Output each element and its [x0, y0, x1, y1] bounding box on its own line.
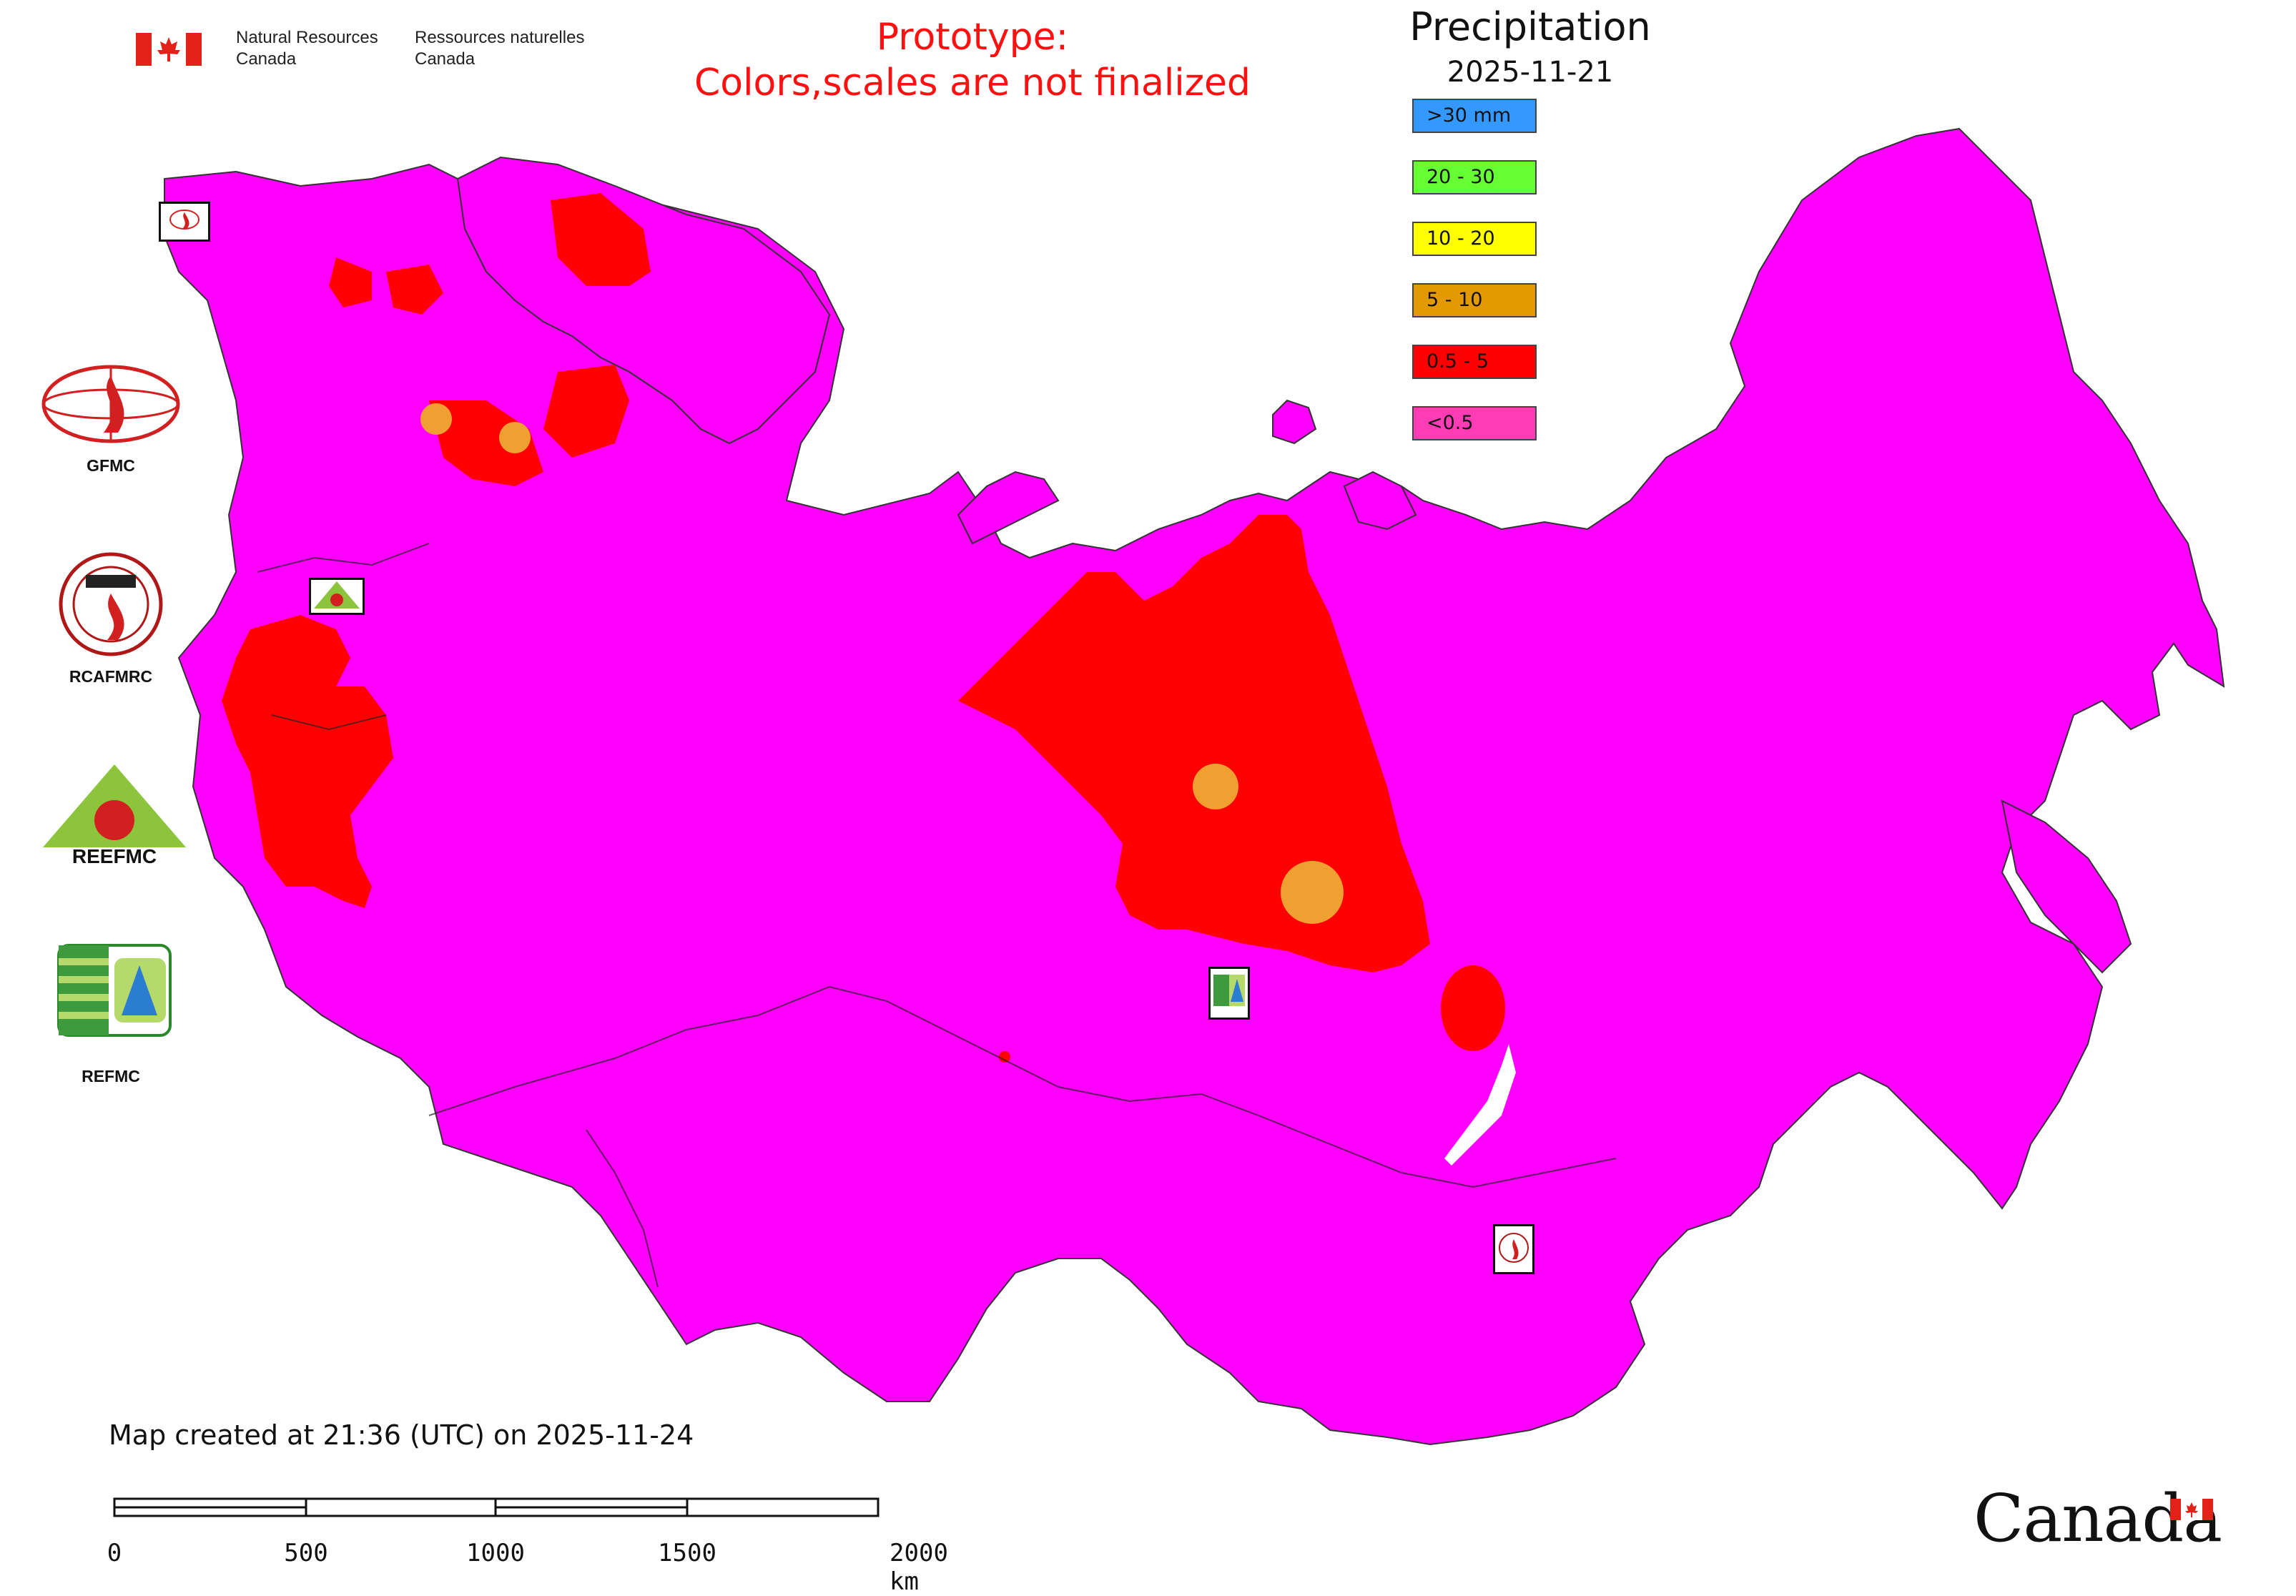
logo-label-refmc: REFMC	[82, 1067, 140, 1085]
scale-label: 500	[284, 1539, 328, 1567]
warning-line1: Prototype:	[876, 16, 1069, 59]
warning-line2: Colors,scales are not finalized	[694, 61, 1251, 104]
lake	[1444, 1044, 1516, 1166]
scale-bar-graphic	[113, 1497, 880, 1517]
precip-region-light	[551, 193, 651, 286]
rcafmrc-logo-icon	[59, 552, 163, 656]
org-en-line1: Natural Resources	[236, 28, 378, 47]
precip-region-moderate	[499, 422, 531, 453]
logo-label-rcafmrc: RCAFMRC	[69, 667, 153, 686]
legend-item: 0.5 - 5	[1412, 345, 1537, 379]
org-fr-line2: Canada	[415, 49, 476, 69]
precip-region-light	[386, 265, 443, 315]
boundary-lines	[257, 543, 1617, 1288]
canada-wordmark-flag-icon	[2170, 1499, 2213, 1520]
legend-item: 20 - 30	[1412, 160, 1537, 194]
island	[957, 471, 1060, 545]
canada-flag-icon	[136, 33, 202, 66]
reefmc-map-marker-icon	[309, 578, 365, 615]
precip-region-light	[999, 1051, 1010, 1063]
nrcan-signature: Natural Resources Canada Ressources natu…	[136, 27, 608, 77]
land-region-low-precip	[456, 156, 831, 445]
org-en-line2: Canada	[236, 49, 297, 69]
precip-region-moderate	[1281, 861, 1344, 924]
precip-region-moderate	[1193, 764, 1238, 809]
org-fr-line1: Ressources naturelles	[415, 28, 585, 47]
legend-date: 2025-11-21	[1447, 56, 1614, 89]
gfmc-logo-icon	[41, 365, 180, 443]
map-created-timestamp: Map created at 21:36 (UTC) on 2025-11-24	[109, 1419, 694, 1451]
precip-region-light	[543, 365, 629, 458]
legend-label: >30 mm	[1427, 104, 1512, 127]
precip-region-light	[1441, 965, 1505, 1051]
legend-label: 10 - 20	[1427, 227, 1495, 250]
legend-item: 5 - 10	[1412, 283, 1537, 317]
reefmc-logo-icon: REEFMC	[43, 764, 186, 867]
logo-label-gfmc: GFMC	[87, 456, 135, 475]
refmc-map-marker-icon	[1208, 967, 1250, 1020]
legend-item: 10 - 20	[1412, 222, 1537, 256]
legend-title: Precipitation	[1409, 4, 1651, 49]
scale-label: 1000	[466, 1539, 525, 1567]
land-region-low-precip	[2001, 799, 2132, 974]
legend-item: <0.5	[1412, 406, 1537, 440]
org-name-english: Natural Resources Canada	[236, 27, 378, 70]
gfmc-map-marker-icon	[159, 202, 210, 242]
precip-region-moderate	[420, 403, 452, 435]
rcafmrc-map-marker-icon	[1493, 1224, 1534, 1274]
scale-label: 1500	[658, 1539, 716, 1567]
island	[1272, 399, 1317, 445]
refmc-logo-icon	[57, 944, 172, 1037]
svg-text:REEFMC: REEFMC	[72, 845, 157, 867]
legend-label: 20 - 30	[1427, 166, 1495, 188]
precip-region-light	[222, 615, 393, 908]
scale-label: 0	[107, 1539, 122, 1567]
scale-bar: 0 500 1000 1500 2000 km	[107, 1494, 965, 1596]
prototype-warning: Prototype: Colors,scales are not finaliz…	[644, 14, 1301, 106]
legend-item: >30 mm	[1412, 99, 1537, 133]
legend-label: 5 - 10	[1427, 289, 1483, 311]
precip-region-light	[329, 257, 372, 307]
scale-label: 2000 km	[890, 1539, 948, 1596]
precip-region-light	[958, 515, 1430, 972]
island	[1343, 471, 1417, 531]
org-name-french: Ressources naturelles Canada	[415, 27, 584, 70]
legend-label: <0.5	[1427, 412, 1474, 434]
legend-label: 0.5 - 5	[1427, 350, 1489, 373]
